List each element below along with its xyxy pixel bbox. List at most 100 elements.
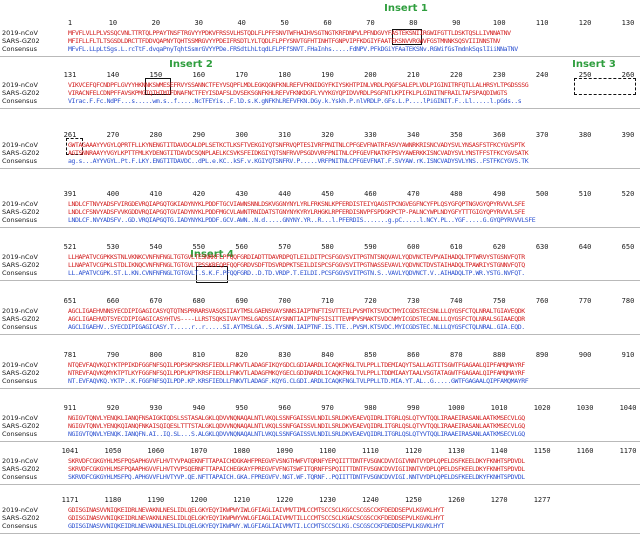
alignment-block: 1 10 20 30 40 50 60 70 80 90 100 110 120 130 2019-nCoV…	[0, 19, 640, 67]
position-tick: 350	[449, 131, 463, 139]
position-tick: 830	[278, 351, 291, 359]
position-ruler: 781 790 800 810 820 830 840 850 860 870 880 890 900 9…	[0, 351, 640, 359]
position-tick: 280	[149, 131, 163, 139]
position-tick: 911	[63, 404, 77, 412]
position-tick: 90	[452, 19, 461, 27]
position-tick: 600	[407, 243, 420, 251]
position-tick: 690	[235, 297, 249, 305]
sequence-residues: GWTAGAAAYYVGYLQPRTFLLKYNENGTITDAVDCALDPL…	[68, 142, 525, 149]
sequence-label: Consensus	[2, 269, 38, 277]
position-tick: 1090	[276, 447, 294, 455]
consensus-sequence: GDISGINASVVNIQKEIDRLNEVAKNLNESLIDLQELGKY…	[68, 523, 444, 530]
position-tick: 400	[106, 190, 120, 198]
position-ruler: 651 660 670 680 690 700 710 720 730 740 750 760 770 7…	[0, 297, 640, 305]
sequence-residues: VIRACNFELCDNPFFAVSKPMGTQTHTMIFDNAFNCTFEY…	[68, 90, 508, 97]
position-tick: 590	[364, 243, 377, 251]
position-tick: 750	[492, 297, 506, 305]
sequence-label: SARS-GZ02	[2, 315, 40, 323]
consensus-row: Consensus NGIGVTQNVLYENQK.IANQFN.AI..IQ.S…	[0, 431, 640, 438]
position-tick: 430	[235, 190, 249, 198]
sequence-residues: SKRVDFCGKGYHLMSFPQAAPHGVVFLHVTYVPSQERNFT…	[68, 466, 525, 473]
position-tick: 250	[578, 71, 592, 79]
position-tick: 220	[449, 71, 463, 79]
sequence-residues: AGCLIGAEHVNNSYECDIPIGAGICASYQTQTNSPRRARS…	[68, 308, 525, 315]
position-tick: 150	[149, 71, 163, 79]
position-tick: 410	[149, 190, 163, 198]
sars-gz02-row: SARS-GZ02 SKRVDFCGKGYHLMSFPQAAPHGVVFLHVTY…	[0, 466, 640, 473]
block-divider	[0, 484, 640, 485]
position-ruler: 1041 1050 1060 1070 1080 1090 1100 1110 1120 1130…	[0, 447, 640, 455]
position-tick: 1	[67, 19, 73, 27]
sequence-residues: AGCLIGAEHVDTSYECDIPIGAGICASYHTVS----LLRS…	[68, 316, 525, 323]
sequence-label: 2019-nCoV	[2, 253, 38, 261]
position-tick: 490	[492, 190, 506, 198]
position-tick: 1171	[61, 496, 79, 504]
ncov-row: 2019-nCoV LNDLCFTNVYADSFVIRGDEVRQIAPGQTGK…	[0, 201, 640, 208]
position-tick: 1270	[490, 496, 508, 504]
position-tick: 800	[149, 351, 163, 359]
block-divider	[0, 280, 640, 281]
position-tick: 620	[492, 243, 506, 251]
position-tick: 130	[621, 19, 635, 27]
block-divider	[0, 388, 640, 389]
position-tick: 950	[235, 404, 249, 412]
position-tick: 1180	[104, 496, 122, 504]
ncov-row: 2019-nCoV LLHAPATVCGPKKSTNLVKNKCVNFNFNGLT…	[0, 254, 640, 261]
consensus-row: Consensus GDISGINASVVNIQKEIDRLNEVAKNLNESL…	[0, 523, 640, 530]
position-tick: 1210	[233, 496, 251, 504]
position-tick: 260	[621, 71, 635, 79]
position-tick: 640	[578, 243, 592, 251]
position-tick: 870	[449, 351, 463, 359]
block-divider	[0, 533, 640, 534]
consensus-row: Consensus LL.APATVCGPK.ST.L.KN.CVNFNFNGLT…	[0, 270, 640, 277]
sars-gz02-row: SARS-GZ02 NTREVFAQVKQMYKTPTLKYFGGFNFSQILP…	[0, 370, 640, 377]
block-divider	[0, 168, 640, 169]
position-tick: 1040	[619, 404, 637, 412]
alignment-block: 781 790 800 810 820 830 840 850 860 870 880 890 900 9…	[0, 351, 640, 399]
position-tick: 530	[106, 243, 120, 251]
position-tick: 230	[492, 71, 506, 79]
position-tick: 1080	[233, 447, 251, 455]
position-tick: 1130	[447, 447, 465, 455]
sequence-residues: NGIGVTQNVLYENQKQIANQFNKAISQIQESLTTTSTALG…	[68, 423, 525, 430]
position-tick: 131	[63, 71, 77, 79]
position-tick: 990	[407, 404, 420, 412]
alignment-block: 1041 1050 1060 1070 1080 1090 1100 1110 1120 1130…	[0, 447, 640, 495]
sequence-residues: GDISGINASVVNIQKEIDRLNEVAKNLNESLIDLQELGKY…	[68, 515, 444, 522]
ncov-row: 2019-nCoV AGCLIGAEHVNNSYECDIPIGAGICASYQTQ…	[0, 308, 640, 315]
position-tick: 390	[621, 131, 635, 139]
position-tick: 1110	[362, 447, 379, 455]
sequence-label: Consensus	[2, 157, 38, 165]
sequence-label: 2019-nCoV	[2, 457, 38, 465]
consensus-row: Consensus MFvFL.LLpLtSgs.L.rcTtF.dvqaPnyT…	[0, 46, 640, 53]
position-tick: 630	[535, 243, 549, 251]
consensus-row: Consensus NT.EVFAQVKQ.YKTP..K.FGGFNFSQILP…	[0, 378, 640, 385]
position-tick: 1000	[447, 404, 465, 412]
position-tick: 760	[535, 297, 549, 305]
sequence-label: Consensus	[2, 377, 38, 385]
sequence-label: Consensus	[2, 45, 38, 53]
position-ruler: 391 400 410 420 430 440 450 460 470 480 490 500 510 5…	[0, 190, 640, 198]
block-divider	[0, 108, 640, 109]
position-tick: 780	[621, 297, 635, 305]
position-tick: 460	[364, 190, 377, 198]
position-tick: 840	[321, 351, 334, 359]
consensus-sequence: SKRVDFCGKGYHLMSFPQ.APHGVVFLHVTYVP.QE.NFT…	[68, 474, 525, 481]
position-tick: 330	[364, 131, 377, 139]
position-tick: 710	[321, 297, 334, 305]
consensus-sequence: LNDLCF.NVYADSFV..GD.VRQIAPGQTG.IADYNYKLP…	[68, 217, 536, 224]
position-tick: 1120	[404, 447, 422, 455]
position-tick: 1230	[319, 496, 336, 504]
position-tick: 810	[192, 351, 206, 359]
consensus-sequence: AGCLIGAEHV..SYECDIPIGAGICASY.T.....r..r.…	[68, 324, 525, 331]
sars-gz02-row: SARS-GZ02 MFIFLLFLTLTSGSDLDRCTTFDDVQAPNYT…	[0, 38, 640, 45]
sequence-label: SARS-GZ02	[2, 422, 40, 430]
ncov-row: 2019-nCoV GWTAGAAAYYVGYLQPRTFLLKYNENGTITD…	[0, 142, 640, 149]
sequence-label: 2019-nCoV	[2, 307, 38, 315]
position-tick: 391	[63, 190, 77, 198]
position-tick: 30	[194, 19, 203, 27]
alignment-block: 1171 1180 1190 1200 1210 1220 1230 1240 1250 1260…	[0, 496, 640, 544]
position-tick: 900	[578, 351, 592, 359]
position-tick: 610	[449, 243, 463, 251]
insert-2-box	[145, 78, 171, 95]
